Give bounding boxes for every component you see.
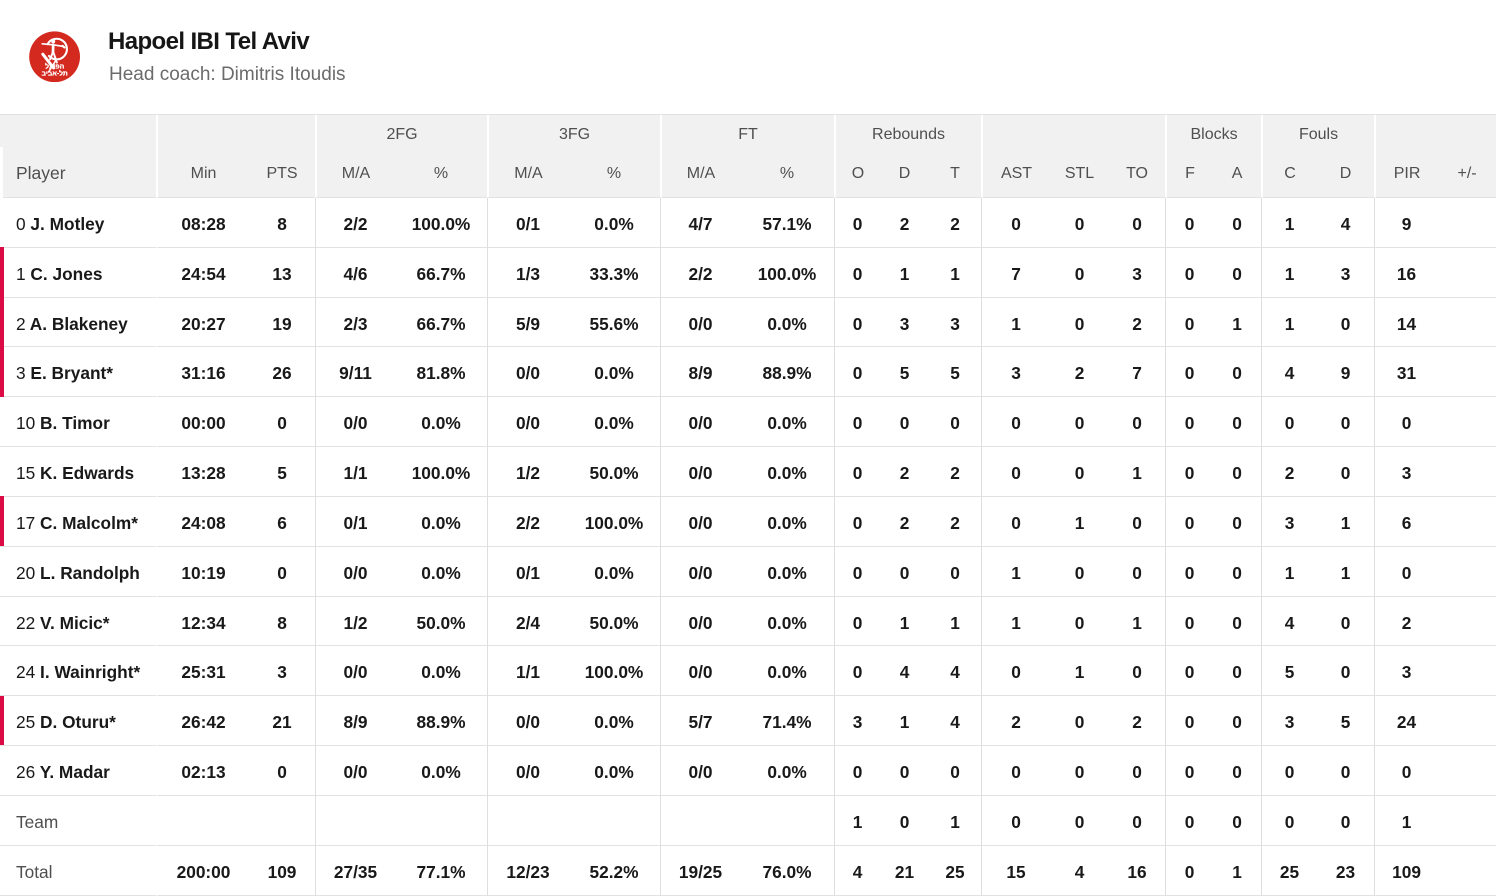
svg-text:הפועל: הפועל [45, 63, 65, 71]
svg-text:תל-אביב: תל-אביב [42, 70, 68, 78]
